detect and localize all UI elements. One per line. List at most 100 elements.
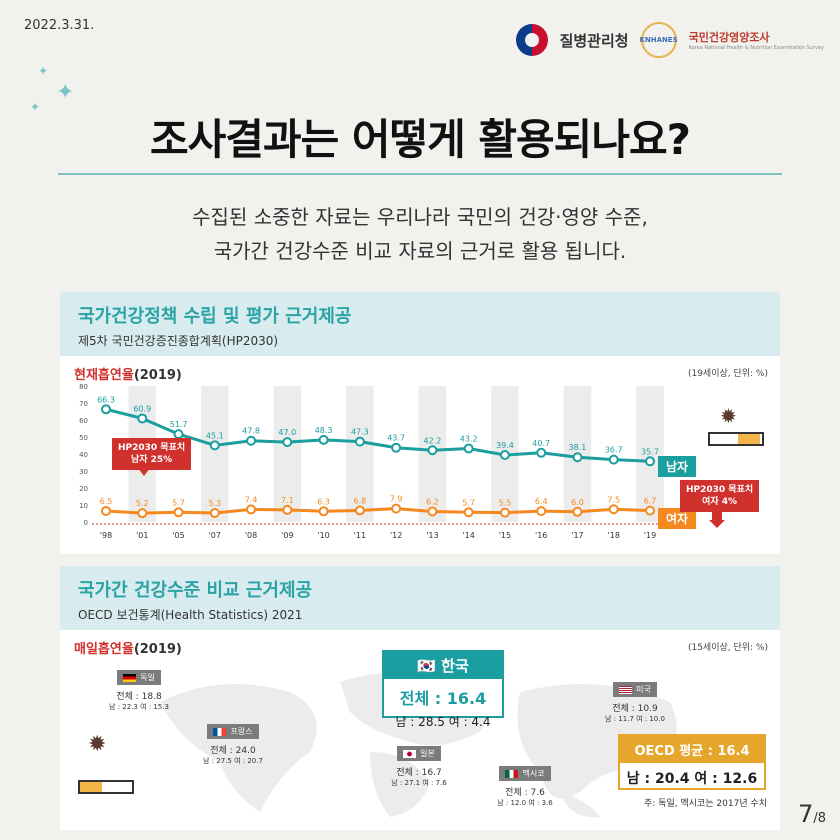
chart-unit: (19세이상, 단위: %) (687, 369, 768, 379)
data-point (137, 508, 148, 519)
map-label-year: (2019) (133, 642, 182, 657)
x-tick-label: '16 (535, 531, 547, 540)
country-germany-split: 남 : 22.3 여 : 15.3 (109, 703, 169, 711)
data-label: 47.0 (278, 428, 296, 437)
target-female: HP2030 목표치 여자 4% (680, 480, 760, 512)
series-line (105, 507, 651, 515)
country-germany-total: 전체 : 18.8 (116, 692, 162, 702)
country-korea: 🇰🇷 한국 전체 : 16.4 남 : 28.5 여 : 4.4 (382, 650, 504, 729)
oecd-header: OECD 평균 : 16.4 (620, 736, 764, 763)
data-point (209, 507, 220, 518)
data-label: 45.1 (206, 431, 224, 440)
country-japan-split: 남 : 27.1 여 : 7.6 (391, 779, 447, 787)
data-point (608, 504, 619, 515)
data-label: 7.1 (281, 496, 294, 505)
flag-usa-icon (619, 685, 633, 694)
country-name-france: 프랑스 (207, 724, 259, 739)
country-japan: 일본 전체 : 16.7 남 : 27.1 여 : 7.6 (374, 746, 464, 788)
x-tick-label: '14 (462, 531, 474, 540)
data-point (101, 404, 111, 415)
data-label: 40.7 (532, 439, 550, 448)
data-point (572, 452, 583, 463)
data-point (282, 504, 293, 515)
data-label: 6.8 (353, 496, 366, 505)
y-tick-label: 50 (79, 434, 88, 442)
kdca-name: 질병관리청 (559, 31, 629, 50)
x-tick-label: '05 (172, 531, 184, 540)
data-label: 43.2 (460, 435, 478, 444)
data-label: 6.7 (644, 497, 657, 506)
section-policy-title: 국가건강정책 수립 및 평가 근거제공 (78, 306, 352, 327)
flag-france-icon (213, 727, 227, 736)
section-oecd: 국가간 건강수준 비교 근거제공 OECD 보건통계(Health Statis… (60, 566, 780, 830)
column-band (201, 386, 229, 522)
sparkle-icon: ✦ (56, 80, 75, 105)
virus-icon: ✹ (88, 732, 107, 757)
data-point (391, 503, 402, 514)
country-mexico-label: 멕시코 (522, 769, 545, 778)
data-point (209, 440, 220, 451)
data-label: 5.2 (136, 499, 149, 508)
knhanes-badge-text: KNHANES (639, 36, 678, 44)
series-line (105, 407, 651, 463)
data-label: 5.3 (208, 499, 221, 508)
chart-label-year: (2019) (133, 368, 182, 383)
female-tag: 여자 (658, 508, 697, 529)
country-germany-label: 독일 (140, 673, 155, 682)
data-point (101, 505, 111, 516)
data-label: 5.5 (499, 499, 512, 508)
section-policy-subtitle: 제5차 국민건강증진종합계획(HP2030) (78, 334, 279, 348)
data-point (246, 435, 257, 446)
cigarette-icon (708, 432, 764, 446)
section-oecd-subtitle: OECD 보건통계(Health Statistics) 2021 (78, 608, 303, 622)
data-label: 39.4 (496, 441, 514, 450)
korea-header: 🇰🇷 한국 (384, 652, 502, 679)
data-label: 47.8 (242, 427, 260, 436)
country-name-usa: 미국 (613, 682, 657, 697)
target-male-line2: 남자 25% (130, 455, 173, 465)
sparkle-icon: ✦ (30, 100, 41, 114)
y-tick-label: 70 (79, 400, 88, 408)
subtitle: 수집된 소중한 자료는 우리나라 국민의 건강·영양 수준, 국가간 건강수준 … (0, 200, 840, 268)
country-mexico: 멕시코 전체 : 7.6 남 : 12.0 여 : 3.6 (480, 766, 570, 808)
data-label: 48.3 (315, 426, 333, 435)
logos: 질병관리청 KNHANES 국민건강영양조사 Korea National He… (515, 22, 824, 58)
x-tick-label: '09 (281, 531, 293, 540)
data-label: 7.9 (390, 495, 403, 504)
data-point (536, 447, 547, 458)
section-policy-header: 국가건강정책 수립 및 평가 근거제공 제5차 국민건강증진종합계획(HP203… (60, 292, 780, 356)
country-mexico-split: 남 : 12.0 여 : 3.6 (497, 799, 553, 807)
data-point (318, 506, 329, 517)
data-label: 66.3 (97, 395, 115, 404)
male-tag: 남자 (658, 456, 697, 477)
page-indicator: 7/8 (798, 800, 826, 828)
country-france-total: 전체 : 24.0 (210, 746, 256, 756)
data-point (499, 507, 510, 518)
data-label: 6.5 (100, 497, 113, 506)
country-name-japan: 일본 (397, 746, 441, 761)
country-usa-split: 남 : 11.7 여 : 10.0 (605, 715, 665, 723)
country-japan-total: 전체 : 16.7 (396, 768, 442, 778)
flag-mexico-icon (505, 769, 519, 778)
x-tick-label: '12 (390, 531, 402, 540)
data-label: 42.2 (423, 436, 441, 445)
data-label: 38.1 (569, 443, 587, 452)
data-point (391, 442, 402, 453)
data-label: 60.9 (133, 404, 151, 413)
data-point (463, 443, 474, 454)
data-label: 6.3 (317, 497, 330, 506)
country-mexico-total: 전체 : 7.6 (505, 788, 545, 798)
knhanes-badge-icon: KNHANES (639, 22, 678, 58)
data-point (318, 434, 329, 445)
column-band (636, 386, 664, 522)
data-label: 47.3 (351, 428, 369, 437)
column-band (346, 386, 374, 522)
x-tick-label: '98 (100, 531, 112, 540)
country-france: 프랑스 전체 : 24.0 남 : 27.5 여 : 20.7 (188, 724, 278, 766)
oecd-split: 남 : 20.4 여 : 12.6 (626, 771, 758, 787)
flag-japan-icon (403, 749, 417, 758)
country-name-mexico: 멕시코 (499, 766, 551, 781)
title-underline (58, 173, 782, 175)
data-label: 35.7 (641, 447, 659, 456)
knhanes-name: 국민건강영양조사 (688, 31, 770, 44)
